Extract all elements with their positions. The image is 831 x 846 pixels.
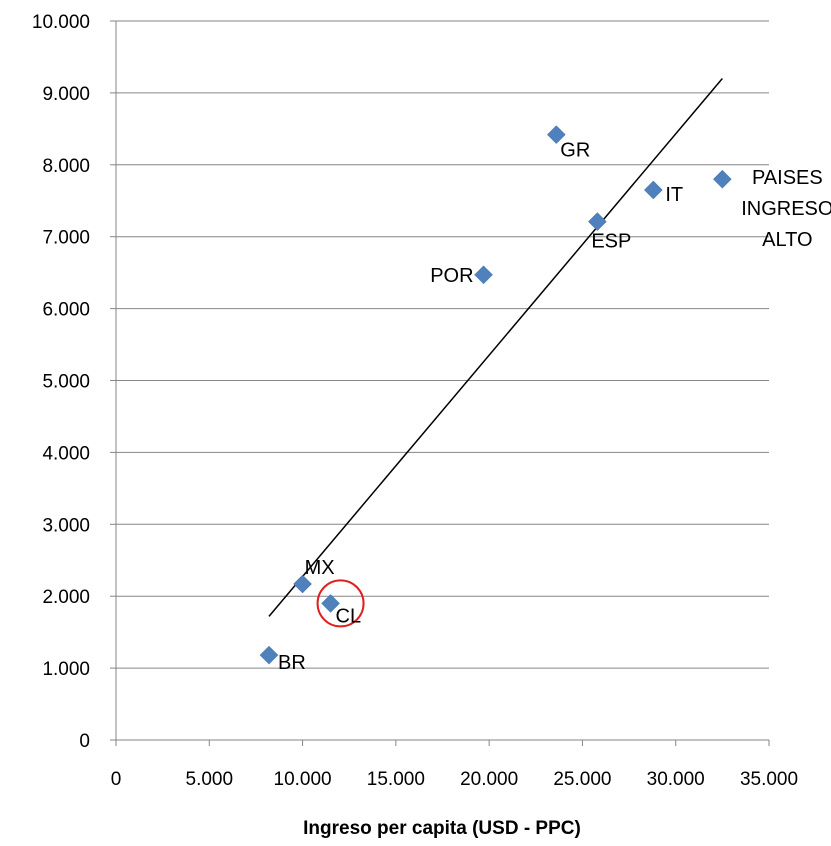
x-tick-label: 20.000 xyxy=(460,769,518,790)
point-label: IT xyxy=(665,184,683,206)
y-tick-label: 4.000 xyxy=(42,443,90,464)
y-tick-label: 5.000 xyxy=(42,372,90,393)
point-label: GR xyxy=(560,140,590,162)
y-tick-label: 6.000 xyxy=(42,300,90,321)
data-point xyxy=(713,169,732,189)
data-point xyxy=(474,265,493,285)
y-tick-label: 2.000 xyxy=(42,587,90,608)
point-label: POR xyxy=(430,265,473,287)
data-point xyxy=(321,594,340,613)
point-label-line: ALTO xyxy=(762,229,812,251)
axis-layer: 0 1.000 2.000 3.000 4.000 5.000 6.000 7.000 8.00… xyxy=(32,12,798,790)
highlight-circle xyxy=(316,579,365,628)
point-label: BR xyxy=(278,652,306,674)
x-tick-label: 25.000 xyxy=(553,769,611,790)
data-point xyxy=(546,125,566,144)
trendline-layer xyxy=(268,78,723,617)
y-tick-label: 1.000 xyxy=(42,659,90,680)
data-point xyxy=(293,574,312,594)
x-tick-label: 15.000 xyxy=(367,769,425,790)
x-tick-label: 5.000 xyxy=(186,769,234,790)
y-tick-label: 7.000 xyxy=(42,228,90,249)
points-layer xyxy=(259,125,732,665)
data-point xyxy=(259,645,279,665)
point-label-line: PAISES xyxy=(752,167,823,189)
grid-layer xyxy=(116,20,769,669)
x-tick-label: 10.000 xyxy=(274,769,332,790)
x-tick-label: 35.000 xyxy=(740,769,798,790)
x-tick-label: 0 xyxy=(111,769,122,790)
point-label-line: INGRESO xyxy=(741,198,831,220)
y-tick-label: 9.000 xyxy=(42,84,90,105)
y-tick-label: 8.000 xyxy=(42,156,90,177)
point-label: ESP xyxy=(591,231,631,253)
y-tick-label: 0 xyxy=(79,731,90,752)
data-point xyxy=(643,180,663,200)
x-axis-title: Ingreso per capita (USD - PPC) xyxy=(303,818,581,839)
trendline xyxy=(268,78,723,617)
point-label: PAISES INGRESO ALTO xyxy=(741,167,831,251)
y-tick-label: 10.000 xyxy=(32,12,90,33)
point-label: MX xyxy=(305,557,335,579)
data-point xyxy=(588,212,607,231)
y-tick-label: 3.000 xyxy=(42,515,90,536)
point-label: CL xyxy=(336,605,362,627)
labels-layer: BR MX CL POR GR ESP IT PAISES INGRESO ALTO xyxy=(278,140,831,675)
x-tick-label: 30.000 xyxy=(647,769,705,790)
